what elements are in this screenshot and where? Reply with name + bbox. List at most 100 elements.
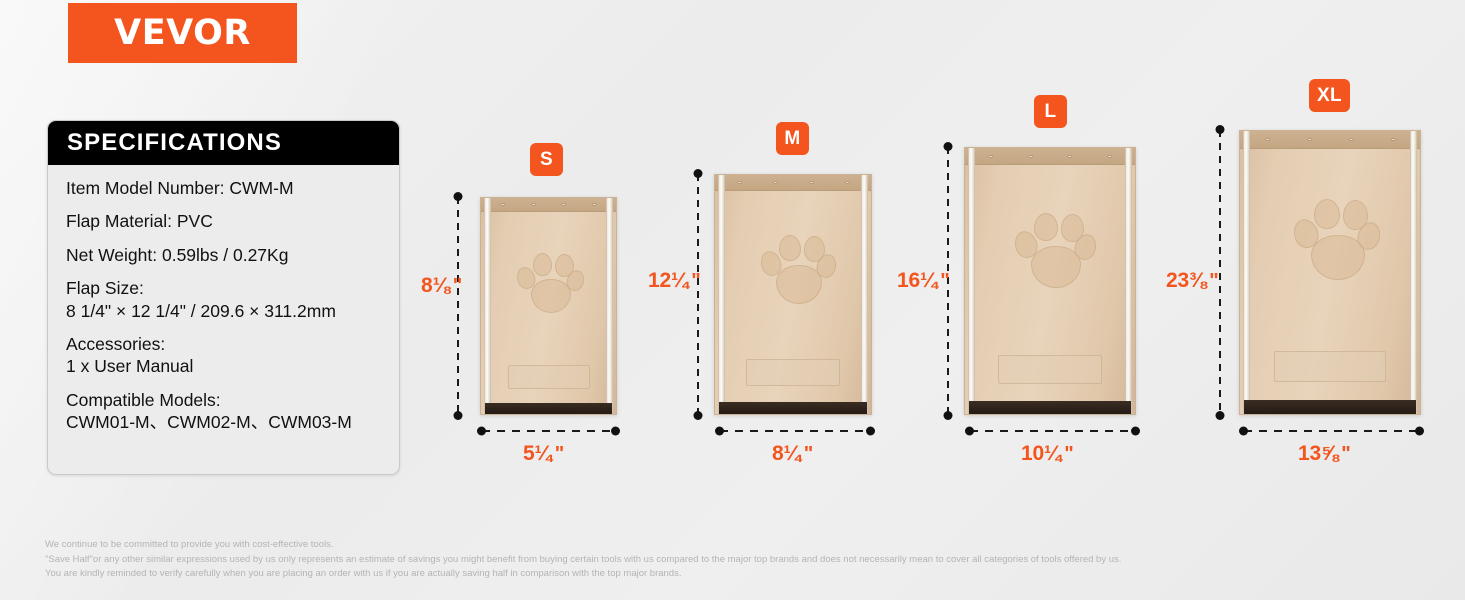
dimension-label-width-m: 8¼ " [772,442,814,465]
disclaimer-line-1: We continue to be committed to provide y… [45,538,334,550]
rivet-hole [988,154,994,158]
dimension-endpoint [1215,411,1225,420]
paw-print-graphic [514,253,587,315]
spec-row-weight: Net Weight: 0.59lbs / 0.27Kg [66,244,399,266]
rivet-hole [772,181,778,184]
vevor-logo: VEVOR [68,3,297,63]
rivet-hole [1067,154,1073,158]
dimension-line-height-xl [1215,125,1225,420]
dimension-label-height-l: 16¼ " [897,269,950,292]
door-bottom-seal [1244,400,1416,414]
door-side-rail-right [606,198,613,414]
size-badge-xl: XL [1309,79,1350,112]
rivet-hole [530,203,536,206]
spec-label-accessories: Accessories: [66,333,166,354]
dimension-label-height-s: 8⅛ " [421,274,463,297]
rivet-hole [1390,138,1396,141]
door-top-bar [965,148,1135,165]
specifications-header: SPECIFICATIONS [48,121,399,165]
specifications-title: SPECIFICATIONS [67,129,282,156]
pet-door-flap-m [714,174,872,415]
rivet-hole [499,203,505,206]
disclaimer-line-2: "Save Half"or any other similar expressi… [45,553,1122,565]
paw-print-graphic [1290,199,1384,281]
flap-sticker-label [998,355,1102,384]
rivet-hole [1264,138,1270,141]
pet-door-flap-l [964,147,1136,415]
dimension-endpoint [1239,426,1248,436]
dimension-line-width-s [477,426,620,436]
dimension-endpoint [1131,426,1140,436]
rivet-hole [592,203,598,206]
door-top-bar [1240,131,1420,149]
paw-print-graphic [757,235,840,305]
spec-label-compatible: Compatible Models: [66,389,221,410]
paw-toe [533,253,552,276]
dimension-line-height-m [693,169,703,420]
pet-door-flap-xl [1239,130,1421,415]
paw-main-pad [1311,235,1365,280]
rivet-hole [1027,154,1033,158]
paw-toe [779,235,801,261]
rivet-hole [1106,154,1112,158]
door-side-rail-right [1125,148,1132,414]
spec-row-model: Item Model Number: CWM-M [66,177,399,199]
paw-toe [804,236,825,262]
dimension-endpoint [715,426,724,436]
dimension-endpoint [693,411,703,420]
dimension-line-height-s [453,192,463,420]
pet-door-flap-s [480,197,617,415]
dimension-endpoint [453,411,463,420]
door-side-rail-right [1410,131,1417,414]
spec-value-accessories: 1 x User Manual [66,356,194,377]
paw-print-graphic [1011,213,1100,289]
door-side-rail-left [968,148,975,414]
spec-row-flap-size: Flap Size: 8 1/4" × 12 1/4" / 209.6 × 31… [66,277,399,322]
spec-label-flap-size: Flap Size: [66,278,144,299]
dimension-endpoint [943,142,953,151]
dimension-endpoint [611,426,620,436]
door-side-rail-left [1243,131,1250,414]
flap-sticker-label [1274,351,1386,382]
dimension-line-width-xl [1239,426,1424,436]
size-badge-s: S [530,143,563,176]
paw-toe [1314,199,1340,229]
paw-main-pad [776,265,822,304]
specifications-list: Item Model Number: CWM-M Flap Material: … [48,165,399,434]
spec-row-accessories: Accessories: 1 x User Manual [66,333,399,378]
dimension-endpoint [1215,125,1225,134]
dimension-line-width-m [715,426,875,436]
paw-main-pad [531,279,571,313]
dimension-label-height-xl: 23⅜ " [1166,269,1219,292]
door-side-rail-right [861,175,868,414]
dimension-label-width-l: 10¼ " [1021,442,1074,465]
dimension-label-height-m: 12¼ " [648,269,701,292]
spec-label-model: Item Model Number: CWM-M [66,178,294,198]
dimension-label-width-s: 5¼ " [523,442,565,465]
dimension-line-width-l [965,426,1140,436]
dimension-line-height-l [943,142,953,420]
specifications-card: SPECIFICATIONS Item Model Number: CWM-M … [47,120,400,475]
spec-row-compatible: Compatible Models: CWM01-M、CWM02-M、CWM03… [66,389,399,434]
size-badge-l: L [1034,95,1067,128]
rivet-hole [561,203,567,206]
flap-sticker-label [746,359,840,386]
dimension-endpoint [1415,426,1424,436]
door-bottom-seal [719,402,867,414]
dimension-endpoint [477,426,486,436]
dimension-endpoint [943,411,953,420]
spec-value-compatible: CWM01-M、CWM02-M、CWM03-M [66,412,352,433]
rivet-hole [844,181,850,184]
disclaimer-line-3: You are kindly reminded to verify carefu… [45,568,682,580]
dimension-endpoint [453,192,463,201]
paw-toe [1061,214,1084,242]
dimension-endpoint [866,426,875,436]
dimension-label-width-xl: 13⅝ " [1298,442,1351,465]
paw-toe [1034,213,1058,241]
dimension-endpoint [693,169,703,178]
legal-disclaimer: We continue to be committed to provide y… [45,538,1121,582]
spec-row-material: Flap Material: PVC [66,210,399,232]
rivet-hole [808,181,814,184]
flap-sticker-label [507,365,590,389]
door-bottom-seal [969,401,1131,414]
